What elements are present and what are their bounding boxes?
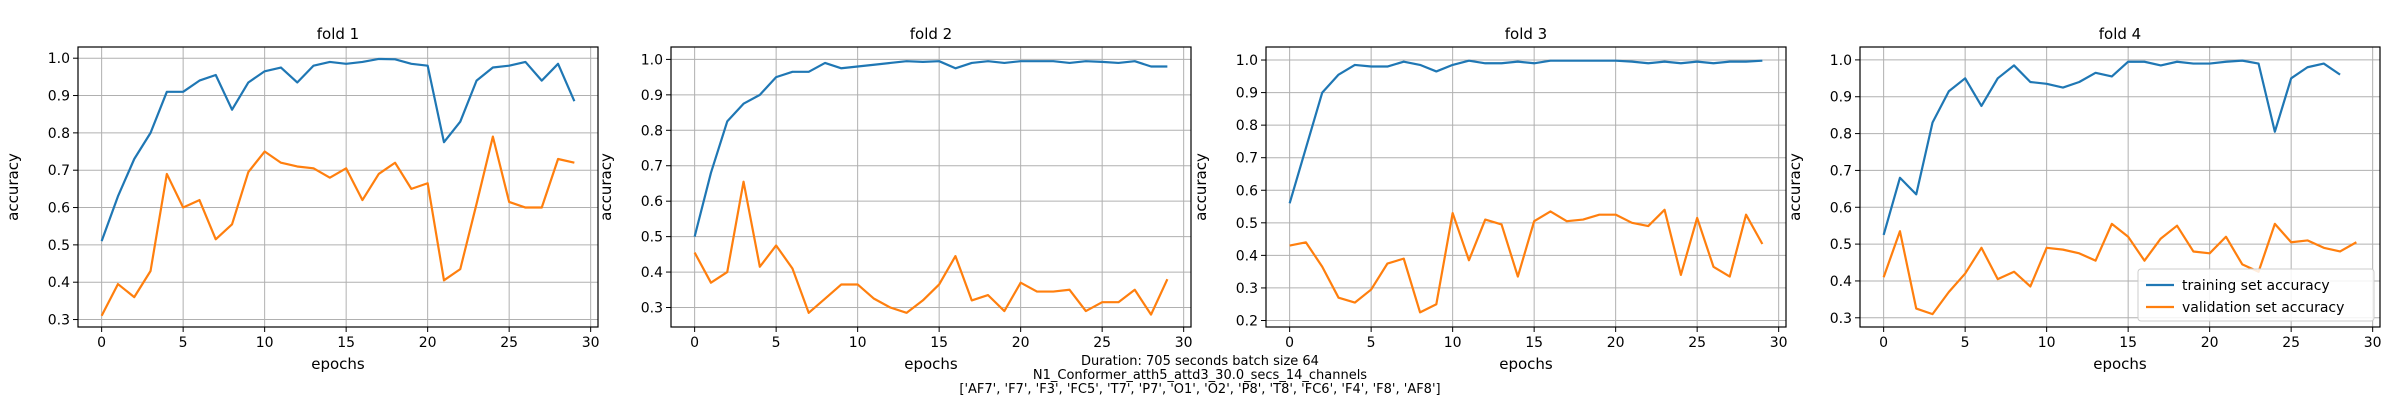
series-line-training	[100, 57, 576, 242]
y-tick-label: 0.4	[1236, 248, 1258, 264]
y-tick-label: 0.3	[1236, 281, 1258, 297]
x-tick-label: 20	[2201, 335, 2219, 351]
series-line-validation	[100, 135, 575, 317]
y-axis-label: accuracy	[4, 153, 22, 221]
series-line-validation	[693, 180, 1169, 316]
y-tick-label: 0.5	[1236, 216, 1258, 232]
chart-title: fold 4	[2099, 25, 2141, 43]
x-tick-label: 0	[97, 335, 106, 351]
legend-label: validation set accuracy	[2182, 300, 2344, 316]
x-tick-label: 25	[500, 335, 518, 351]
y-tick-label: 1.0	[641, 52, 663, 68]
y-tick-label: 0.9	[1830, 90, 1852, 106]
y-tick-label: 0.8	[1236, 118, 1258, 134]
x-tick-label: 30	[582, 335, 600, 351]
y-tick-label: 0.3	[1830, 311, 1852, 327]
axes-frame	[77, 46, 599, 328]
x-tick-label: 20	[419, 335, 437, 351]
x-axis-label: epochs	[904, 355, 958, 373]
y-tick-label: 0.7	[641, 159, 663, 175]
chart-panel-3: 0 5 10 15 20 25 30 0.2 0.3 0.4 0.5 0.6 0.7 0.8 0.9 1.0 f…	[1192, 25, 1788, 373]
y-tick-label: 0.4	[1830, 274, 1852, 290]
x-tick-label: 10	[1444, 335, 1462, 351]
x-tick-label: 10	[256, 335, 274, 351]
axes-frame	[1859, 46, 2381, 328]
y-tick-label: 0.9	[1236, 86, 1258, 102]
x-tick-label: 10	[2038, 335, 2056, 351]
y-tick-label: 0.7	[1830, 163, 1852, 179]
series-line-training	[693, 60, 1168, 237]
x-tick-label: 10	[849, 335, 867, 351]
x-tick-label: 0	[1879, 335, 1888, 351]
series-line-validation	[1882, 222, 2357, 316]
caption-model-name: N1_Conformer_atth5_attd3_30.0_secs_14_ch…	[1032, 368, 1368, 383]
x-tick-label: 0	[690, 335, 699, 351]
y-tick-label: 0.7	[1236, 151, 1258, 167]
legend-label: training set accuracy	[2182, 278, 2330, 294]
x-tick-label: 15	[930, 335, 948, 351]
y-tick-label: 0.8	[48, 126, 70, 142]
x-tick-label: 30	[1175, 335, 1193, 351]
y-tick-label: 1.0	[1830, 53, 1852, 69]
series-line-training	[1882, 59, 2341, 236]
x-tick-label: 15	[1525, 335, 1543, 351]
y-tick-label: 0.3	[641, 301, 663, 317]
x-tick-label: 30	[2364, 335, 2382, 351]
y-tick-label: 0.6	[48, 201, 70, 217]
x-tick-label: 5	[1961, 335, 1970, 351]
y-tick-label: 1.0	[1236, 53, 1258, 69]
y-tick-label: 0.3	[48, 313, 70, 329]
y-axis-label: accuracy	[1192, 153, 1210, 221]
y-tick-label: 1.0	[48, 51, 70, 67]
legend-box	[2137, 268, 2375, 322]
caption-channel-list: ['AF7', 'F7', 'F3', 'FC5', 'T7', 'P7', '…	[959, 382, 1441, 397]
chart-title: fold 2	[910, 25, 952, 43]
axes-frame	[1265, 46, 1787, 328]
x-tick-label: 30	[1770, 335, 1788, 351]
x-tick-label: 20	[1012, 335, 1030, 351]
y-axis-label: accuracy	[1786, 153, 1804, 221]
x-axis-label: epochs	[311, 355, 365, 373]
x-tick-label: 25	[2282, 335, 2300, 351]
x-axis-label: epochs	[2093, 355, 2147, 373]
chart-title: fold 3	[1505, 25, 1547, 43]
y-tick-label: 0.6	[1830, 200, 1852, 216]
y-tick-label: 0.6	[641, 194, 663, 210]
y-tick-label: 0.4	[48, 275, 70, 291]
y-tick-label: 0.7	[48, 163, 70, 179]
y-tick-label: 0.6	[1236, 183, 1258, 199]
y-tick-label: 0.5	[1830, 237, 1852, 253]
x-tick-label: 25	[1688, 335, 1706, 351]
y-tick-label: 0.5	[48, 238, 70, 254]
x-tick-label: 0	[1285, 335, 1294, 351]
x-tick-label: 15	[2119, 335, 2137, 351]
chart-panel-1: 0 5 10 15 20 25 30 0.3 0.4 0.5 0.6 0.7 0.8 0.9 1.0 fold…	[4, 25, 600, 373]
y-axis-label: accuracy	[597, 153, 615, 221]
x-tick-label: 15	[337, 335, 355, 351]
y-tick-label: 0.8	[1830, 127, 1852, 143]
x-tick-label: 5	[772, 335, 781, 351]
x-tick-label: 20	[1607, 335, 1625, 351]
x-tick-label: 25	[1093, 335, 1111, 351]
caption-duration: Duration: 705 seconds batch size 64	[1081, 354, 1319, 369]
y-tick-label: 0.2	[1236, 313, 1258, 329]
y-tick-label: 0.9	[48, 89, 70, 105]
chart-panel-2: 0 5 10 15 20 25 30 0.3 0.4 0.5 0.6 0.7 0.8 0.9 1.0 fold…	[597, 25, 1193, 373]
y-tick-label: 0.4	[641, 265, 663, 281]
axes-frame	[670, 46, 1192, 328]
x-tick-label: 5	[179, 335, 188, 351]
chart-panel-4: 0 5 10 15 20 25 30 0.3 0.4 0.5 0.6 0.7 0.8 0.9 1.0 fold…	[1786, 25, 2382, 373]
y-tick-label: 0.9	[641, 88, 663, 104]
y-tick-label: 0.8	[641, 123, 663, 139]
x-tick-label: 5	[1367, 335, 1376, 351]
series-line-training	[1288, 59, 1763, 204]
y-tick-label: 0.5	[641, 230, 663, 246]
legend: training set accuracy validation set accu…	[2137, 268, 2375, 322]
series-line-validation	[1289, 208, 1764, 314]
x-axis-label: epochs	[1499, 355, 1553, 373]
chart-title: fold 1	[317, 25, 359, 43]
